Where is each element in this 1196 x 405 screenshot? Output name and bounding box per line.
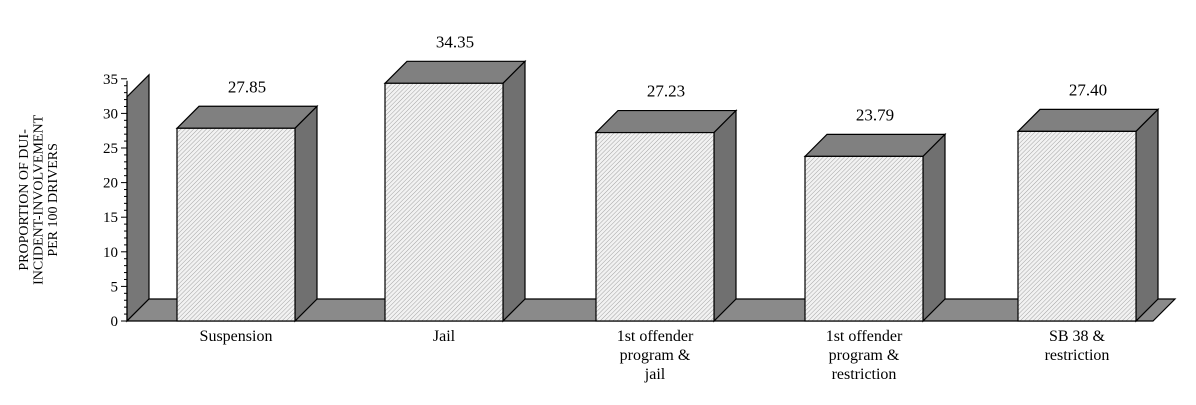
bar	[803, 132, 947, 323]
bar-top-face	[383, 60, 527, 84]
bar-top-face	[594, 109, 738, 134]
bar-side-face	[922, 132, 946, 323]
y-tick-label: 0	[111, 314, 119, 330]
bar-side-face	[502, 59, 526, 323]
bar-value-label: 27.23	[647, 82, 685, 101]
bar-value-label: 34.35	[436, 32, 474, 51]
x-category-label: 1st offender program & restriction	[826, 328, 903, 383]
x-category-label: 1st offender program & jail	[617, 328, 694, 383]
bar-front-face	[595, 131, 715, 322]
bar	[594, 109, 738, 323]
bar-front-face	[384, 82, 504, 322]
labels: 27.85 Suspension 34.35 Jail 27.23 1st offende…	[200, 32, 1110, 383]
bar-top-face	[175, 105, 319, 129]
y-axis: 0 5 10 15 20 25 30 35	[103, 72, 128, 330]
bar-top-face	[1016, 108, 1160, 132]
bar	[175, 104, 319, 323]
y-tick-label: 10	[103, 245, 118, 261]
x-category-label: Suspension	[200, 328, 273, 345]
bars	[175, 59, 1160, 323]
y-tick-label: 35	[103, 72, 118, 88]
bar-side-face	[1135, 107, 1159, 323]
x-category-label: SB 38 & restriction	[1045, 328, 1110, 364]
x-category-label: Jail	[433, 328, 456, 345]
y-tick-label: 5	[111, 279, 119, 295]
side-wall	[126, 73, 150, 323]
bar-front-face	[176, 127, 296, 322]
bar-value-label: 27.40	[1069, 80, 1107, 99]
y-tick-label: 20	[103, 176, 118, 192]
bar-front-face	[1017, 130, 1137, 322]
bar-value-label: 23.79	[856, 105, 894, 124]
y-tick-label: 15	[103, 210, 118, 226]
bar-value-label: 27.85	[228, 77, 266, 96]
bar-side-face	[294, 104, 318, 323]
back-wall	[126, 73, 150, 323]
bar-front-face	[804, 155, 924, 322]
bar-top-face	[803, 133, 947, 157]
bar	[383, 59, 527, 323]
y-tick-label: 30	[103, 106, 118, 122]
y-axis-label: PROPORTION OF DUI-INCIDENT-INVOLVEMENTPE…	[17, 114, 61, 285]
bar	[1016, 107, 1160, 323]
y-tick-label: 25	[103, 141, 118, 157]
bar-side-face	[713, 109, 737, 323]
